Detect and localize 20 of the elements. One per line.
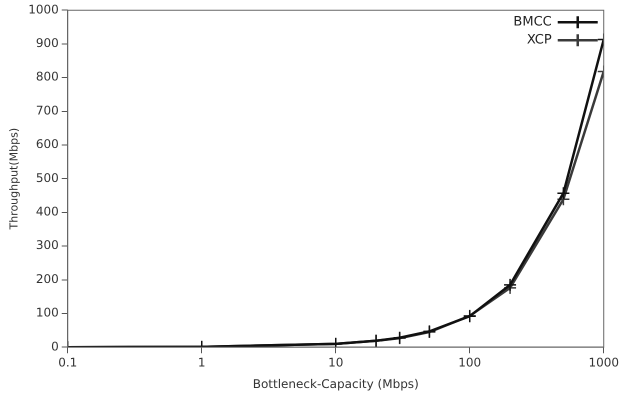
y-tick-label: 700 — [36, 103, 59, 118]
y-tick-label: 400 — [36, 204, 59, 219]
x-tick-label: 100 — [458, 356, 482, 370]
legend-label: BMCC — [513, 14, 552, 30]
y-tick-label: 800 — [36, 70, 59, 84]
x-tick-label: 1000 — [588, 356, 620, 370]
y-tick-label: 0 — [51, 339, 59, 354]
y-tick-label: 200 — [36, 272, 59, 286]
x-axis-title: Bottleneck-Capacity (Mbps) — [252, 376, 419, 391]
y-tick-label: 900 — [36, 36, 59, 50]
x-tick-label: 1 — [198, 356, 206, 370]
x-tick-label: 10 — [328, 356, 344, 370]
y-tick-label: 300 — [36, 238, 59, 252]
x-tick-label: 0.1 — [58, 356, 78, 370]
y-axis-title: Throughput(Mbps) — [7, 128, 20, 231]
y-tick-label: 600 — [36, 137, 59, 152]
y-tick-label: 1000 — [28, 2, 59, 16]
y-tick-label: 500 — [36, 170, 59, 185]
y-tick-label: 100 — [36, 306, 59, 320]
legend-label: XCP — [526, 32, 552, 48]
